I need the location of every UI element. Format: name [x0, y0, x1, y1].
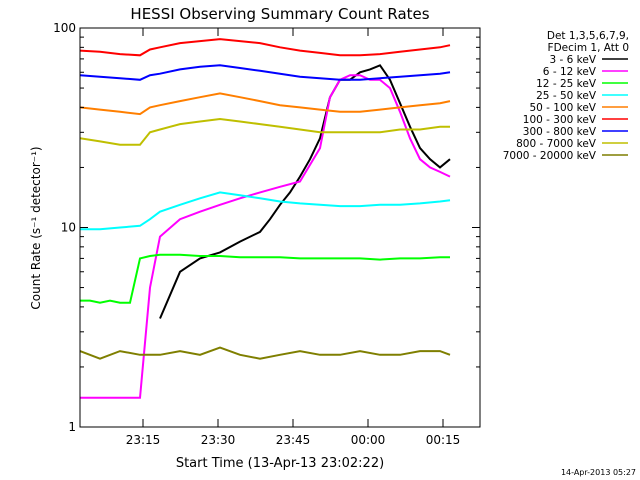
- y-tick-label: 1: [68, 420, 76, 434]
- plot-frame: [79, 27, 481, 428]
- legend-header-line: FDecim 1, Att 0: [548, 42, 629, 54]
- x-tick-label: 23:30: [201, 433, 236, 447]
- legend-label: 50 - 100 keV: [529, 102, 596, 114]
- x-tick-label: 00:00: [351, 433, 386, 447]
- series-line-7: [80, 64, 451, 81]
- chart-title: HESSI Observing Summary Count Rates: [130, 5, 429, 23]
- series-line-6: [80, 38, 451, 57]
- series-line-5: [80, 92, 451, 116]
- legend-label: 100 - 300 keV: [523, 114, 597, 126]
- legend-label: 800 - 7000 keV: [516, 138, 597, 150]
- x-tick-label: 23:45: [276, 433, 311, 447]
- series-line-3: [80, 253, 450, 304]
- series-line-2: [80, 74, 451, 399]
- series-line-4: [80, 191, 451, 231]
- legend: Det 1,3,5,6,7,9,FDecim 1, Att 03 - 6 keV…: [503, 30, 629, 162]
- x-axis: 23:15 23:30 23:45 00:00 00:15: [126, 28, 461, 447]
- y-axis-label: Count Rate (s⁻¹ detector⁻¹): [29, 146, 43, 309]
- generation-timestamp: 14-Apr-2013 05:27: [561, 468, 636, 477]
- legend-header-line: Det 1,3,5,6,7,9,: [547, 30, 629, 42]
- legend-label: 3 - 6 keV: [549, 54, 596, 66]
- y-tick-label: 10: [61, 221, 76, 235]
- x-tick-label: 23:15: [126, 433, 161, 447]
- x-axis-label: Start Time (13-Apr-13 23:02:22): [176, 456, 384, 471]
- legend-label: 7000 - 20000 keV: [503, 150, 597, 162]
- series-line-1: [159, 64, 451, 319]
- series-layer: [80, 38, 451, 399]
- legend-label: 300 - 800 keV: [523, 126, 597, 138]
- x-tick-label: 00:15: [426, 433, 461, 447]
- legend-label: 25 - 50 keV: [536, 90, 597, 102]
- legend-label: 12 - 25 keV: [536, 78, 597, 90]
- y-axis: 1 10 100: [53, 21, 480, 434]
- legend-label: 6 - 12 keV: [543, 66, 597, 78]
- series-line-8: [80, 117, 450, 146]
- y-tick-label: 100: [53, 21, 76, 35]
- series-line-9: [80, 346, 451, 360]
